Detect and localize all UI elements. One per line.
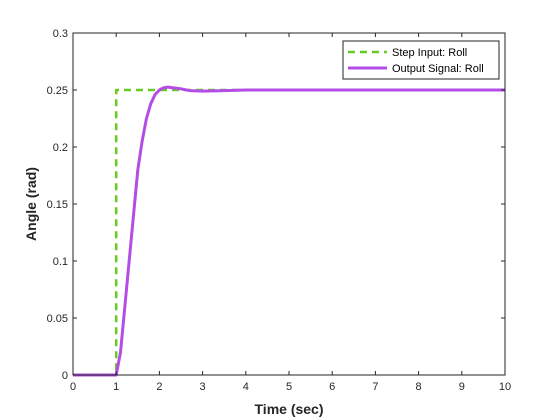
x-tick-label: 6	[329, 381, 335, 393]
legend: Step Input: Roll Output Signal: Roll	[343, 41, 499, 79]
y-tick-label: 0.2	[53, 142, 68, 154]
y-tick-label: 0.25	[47, 85, 68, 97]
x-tick-label: 2	[156, 381, 162, 393]
x-axis-label: Time (sec)	[255, 401, 324, 417]
x-tick-label: 8	[416, 381, 422, 393]
y-axis-label: Angle (rad)	[23, 167, 39, 241]
y-tick-label: 0.1	[53, 256, 68, 268]
y-tick-label: 0.05	[47, 313, 68, 325]
y-tick-label: 0	[62, 370, 68, 382]
y-tick-label: 0.15	[47, 199, 68, 211]
legend-entry-label: Step Input: Roll	[392, 47, 467, 59]
x-tick-label: 10	[499, 381, 511, 393]
plot-area	[73, 33, 505, 375]
x-tick-label: 1	[113, 381, 119, 393]
y-tick-label: 0.3	[53, 28, 68, 40]
plot-background	[73, 33, 505, 375]
x-tick-label: 3	[200, 381, 206, 393]
legend-entry-label: Output Signal: Roll	[392, 63, 484, 75]
x-tick-label: 5	[286, 381, 292, 393]
x-tick-label: 7	[372, 381, 378, 393]
x-tick-label: 9	[459, 381, 465, 393]
x-tick-label: 0	[70, 381, 76, 393]
x-tick-label: 4	[243, 381, 249, 393]
